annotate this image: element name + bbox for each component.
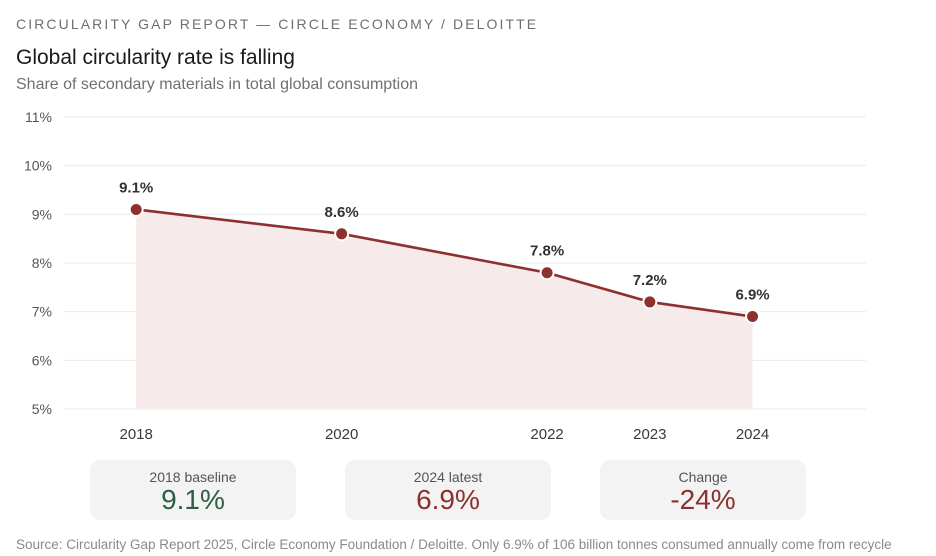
x-axis-ticks: 2018 2020 2022 2023 2024 (119, 426, 769, 443)
data-label: 7.8% (530, 243, 564, 260)
data-label: 8.6% (325, 204, 359, 221)
data-point (128, 201, 144, 217)
report-kicker: CIRCULARITY GAP REPORT — CIRCLE ECONOMY … (16, 16, 539, 32)
stat-label-latest: 2024 latest (413, 469, 483, 485)
line-chart: 5% 6% 7% 8% 9% 10% 11% 2018 2020 2022 2023 2024 9.… (24, 109, 866, 443)
x-tick-label: 2022 (530, 426, 563, 443)
x-tick-label: 2023 (633, 426, 666, 443)
data-points (128, 201, 761, 325)
data-point (539, 265, 555, 281)
y-tick-label: 11% (25, 109, 52, 125)
stat-card-latest: 2024 latest 6.9% (345, 460, 551, 520)
x-tick-label: 2020 (325, 426, 358, 443)
data-point (642, 294, 658, 310)
y-tick-label: 10% (24, 158, 52, 174)
y-tick-label: 5% (32, 401, 52, 417)
data-label: 9.1% (119, 179, 153, 196)
area-fill (136, 209, 753, 409)
data-point (334, 226, 350, 242)
data-label: 7.2% (633, 272, 667, 289)
stat-card-change: Change -24% (600, 460, 806, 520)
data-labels: 9.1% 8.6% 7.8% 7.2% 6.9% (119, 179, 770, 303)
area-path (136, 209, 753, 409)
chart-title: Global circularity rate is falling (16, 46, 295, 69)
stat-value-change: -24% (670, 484, 736, 515)
data-label: 6.9% (735, 287, 769, 304)
stat-label-change: Change (678, 469, 728, 485)
stat-value-baseline: 9.1% (161, 484, 225, 515)
y-axis-ticks: 5% 6% 7% 8% 9% 10% 11% (24, 109, 52, 417)
x-tick-label: 2024 (736, 426, 769, 443)
y-tick-label: 6% (32, 352, 52, 368)
y-tick-label: 9% (32, 206, 52, 222)
stat-card-baseline: 2018 baseline 9.1% (90, 460, 296, 520)
x-tick-label: 2018 (119, 426, 152, 443)
y-tick-label: 7% (32, 304, 52, 320)
data-point (745, 309, 761, 325)
stat-label-baseline: 2018 baseline (149, 469, 237, 485)
chart-subtitle: Share of secondary materials in total gl… (16, 76, 418, 93)
stat-value-latest: 6.9% (416, 484, 480, 515)
y-tick-label: 8% (32, 255, 52, 271)
source-note: Source: Circularity Gap Report 2025, Cir… (16, 537, 892, 552)
